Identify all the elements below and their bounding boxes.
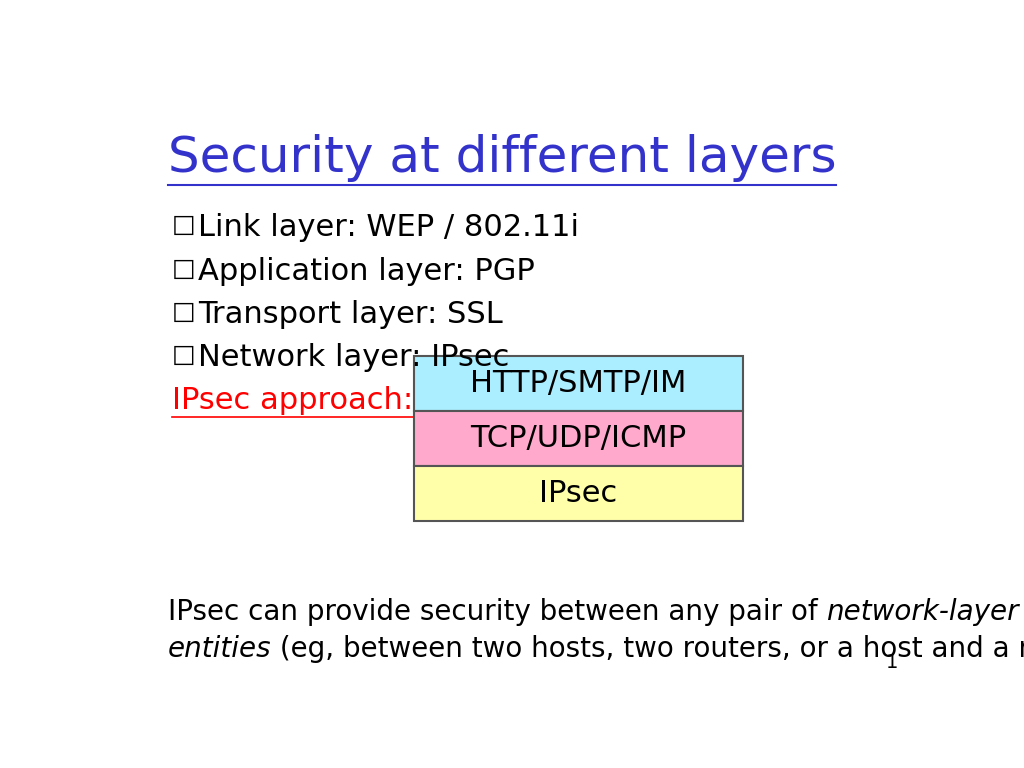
Text: Link layer: WEP / 802.11i: Link layer: WEP / 802.11i [198, 214, 579, 243]
Text: □: □ [172, 300, 196, 324]
Text: IPsec: IPsec [540, 479, 617, 508]
Text: network-layer: network-layer [826, 598, 1019, 626]
Text: entities: entities [168, 635, 271, 663]
Text: (eg, between two hosts, two routers, or a host and a router).: (eg, between two hosts, two routers, or … [271, 635, 1024, 663]
FancyBboxPatch shape [414, 356, 743, 411]
FancyBboxPatch shape [414, 411, 743, 466]
FancyBboxPatch shape [414, 466, 743, 521]
Text: 1: 1 [886, 653, 898, 672]
Text: Network layer: IPsec: Network layer: IPsec [198, 343, 509, 372]
Text: IPsec can provide security between any pair of: IPsec can provide security between any p… [168, 598, 826, 626]
Text: □: □ [172, 214, 196, 237]
Text: Security at different layers: Security at different layers [168, 134, 837, 181]
Text: Application layer: PGP: Application layer: PGP [198, 257, 535, 286]
Text: □: □ [172, 343, 196, 367]
Text: HTTP/SMTP/IM: HTTP/SMTP/IM [470, 369, 686, 398]
Text: IPsec approach:: IPsec approach: [172, 386, 413, 415]
Text: Transport layer: SSL: Transport layer: SSL [198, 300, 503, 329]
Text: TCP/UDP/ICMP: TCP/UDP/ICMP [470, 424, 686, 453]
Text: □: □ [172, 257, 196, 280]
